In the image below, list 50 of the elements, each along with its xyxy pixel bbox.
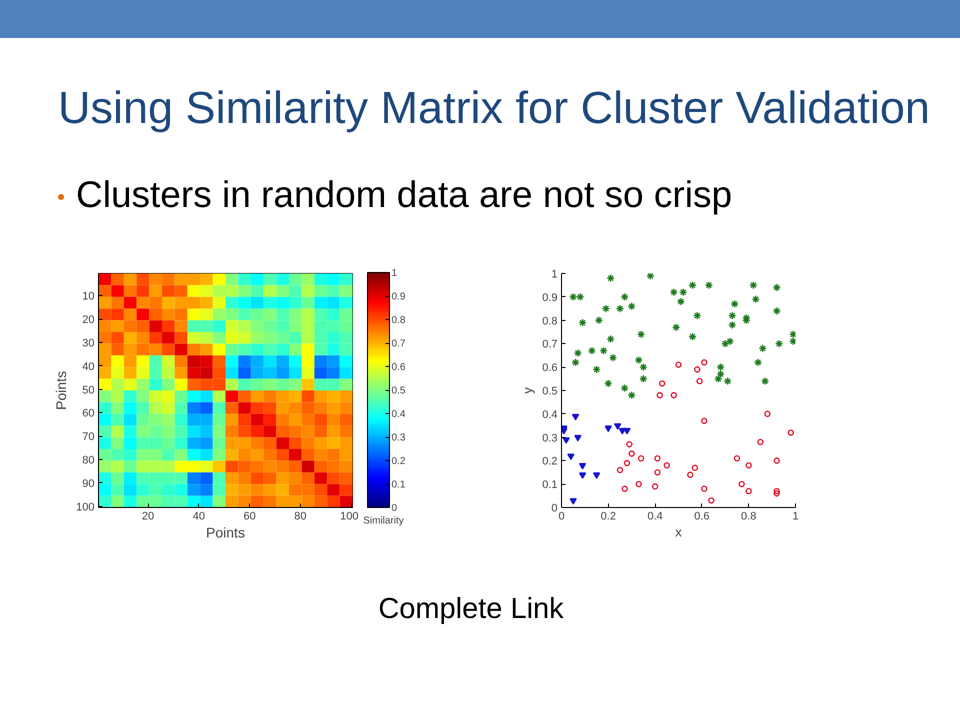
y-tick-label: 0.2 [542, 456, 558, 468]
x-tick-label: 40 [192, 510, 205, 522]
color-bar-label: 0 [392, 503, 398, 514]
y-tick-label: 50 [82, 384, 95, 396]
color-bar-label: 0.6 [392, 362, 406, 373]
x-tick-label: 80 [294, 510, 307, 522]
color-bar-label: 0.8 [392, 315, 406, 326]
x-axis-title: Points [206, 524, 245, 540]
color-bar-label: 1 [392, 268, 398, 279]
x-tick-label: 0.8 [741, 510, 756, 522]
y-tick-label: 0 [551, 502, 558, 514]
color-bar-label: 0.2 [392, 456, 406, 467]
color-bar-label: 0.1 [392, 480, 406, 490]
x-tick-label: 0.6 [694, 510, 710, 522]
y-tick-label: 90 [82, 478, 95, 490]
x-tick-label: 0.4 [647, 510, 663, 522]
chart-subtitle: Clusters in random data are not so crisp [75, 173, 732, 217]
y-tick-label: 80 [82, 454, 95, 467]
y-tick-label: 100 [76, 501, 95, 514]
y-tick-label: 1 [551, 268, 558, 280]
y-tick-label: 70 [82, 431, 95, 444]
y-tick-label: 0.4 [542, 408, 558, 421]
x-tick-label: 20 [142, 510, 154, 522]
text: Using Similarity Matrix for Cluster Validation [57, 81, 930, 135]
y-axis-title: y [520, 386, 536, 394]
color-bar-label: 0.7 [392, 338, 406, 350]
text: Complete Link [377, 592, 565, 626]
color-bar-label: 0.9 [392, 292, 406, 302]
x-tick-label: 100 [340, 510, 359, 522]
y-axis-title: Points [53, 371, 70, 410]
x-tick-label: 0.2 [600, 510, 616, 522]
y-tick-label: 0.9 [542, 292, 558, 304]
y-tick-label: 30 [82, 338, 95, 350]
y-tick-label: 60 [82, 408, 95, 420]
y-tick-label: 0.6 [542, 362, 558, 374]
color-bar-title: Similarity [363, 516, 404, 526]
color-bar-label: 0.3 [392, 432, 406, 444]
color-bar-label: 0.5 [392, 386, 406, 396]
y-tick-label: 0.1 [542, 479, 558, 492]
y-tick-label: 10 [82, 290, 95, 303]
x-axis-title: x [675, 524, 682, 540]
x-tick-label: 60 [244, 510, 256, 522]
y-tick-label: 0.3 [542, 432, 558, 444]
y-tick-label: 0.7 [542, 338, 558, 351]
y-tick-label: 0.5 [542, 386, 558, 398]
y-tick-label: 20 [82, 314, 95, 326]
x-tick-label: 1 [792, 510, 799, 522]
y-tick-label: 0.8 [542, 315, 558, 328]
y-tick-label: 40 [82, 360, 95, 373]
color-bar-label: 0.4 [392, 409, 406, 420]
